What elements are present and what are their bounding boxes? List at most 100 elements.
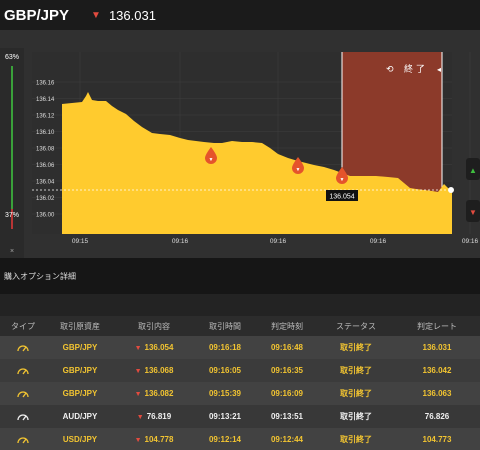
- y-tick-label: 136.12: [36, 114, 55, 120]
- svg-text:▼: ▼: [340, 177, 345, 183]
- y-tick-label: 136.16: [36, 81, 55, 87]
- row-time: 09:16:18: [208, 343, 242, 352]
- x-axis: 09:15 09:16 09:16 09:16 09:16: [72, 238, 479, 245]
- low-ratio-bar: [11, 209, 13, 229]
- y-tick-label: 136.04: [36, 180, 55, 186]
- row-status: 取引終了: [340, 389, 372, 398]
- end-label: 終 了: [404, 63, 425, 75]
- table-row[interactable]: GBP/JPY ▼ 136.082 09:15:39 09:16:09 取引終了 …: [0, 382, 480, 405]
- x-tick-label: 09:16: [172, 238, 189, 245]
- down-arrow-icon: ▼: [134, 391, 142, 398]
- down-arrow-icon: ▼: [91, 9, 101, 21]
- y-tick-label: 136.00: [36, 213, 55, 219]
- row-asset: GBP/JPY: [62, 343, 98, 352]
- x-tick-label: 09:16: [270, 238, 287, 245]
- svg-text:▼: ▼: [296, 167, 301, 173]
- row-content: ▼ 136.068: [134, 366, 174, 375]
- down-arrow-icon: ▼: [134, 368, 142, 375]
- y-tick-label: 136.14: [36, 97, 55, 103]
- row-content: ▼ 136.054: [134, 343, 174, 352]
- gauge-icon: [0, 428, 46, 450]
- marker-pin-2: ▼: [292, 157, 304, 174]
- row-content: ▼ 76.819: [136, 412, 172, 421]
- current-price-label-box: [326, 190, 358, 201]
- table-spacer: [0, 294, 480, 316]
- currency-pair-title[interactable]: GBP/JPY: [4, 6, 70, 24]
- col-judge: 判定時刻: [256, 316, 318, 336]
- row-rate: 76.826: [424, 412, 450, 421]
- y-axis: 136.16 136.14 136.12 136.10 136.08 136.06 136.…: [36, 81, 55, 219]
- high-button[interactable]: [466, 158, 480, 180]
- header-bar: GBP/JPY ▼ 136.031: [0, 0, 480, 30]
- down-arrow-icon: ▼: [134, 345, 142, 352]
- section-title: 購入オプション詳細: [4, 271, 76, 281]
- current-price-dot: [448, 187, 454, 193]
- row-rate: 136.031: [422, 343, 452, 352]
- marker-pin-1: ▼: [205, 147, 217, 164]
- table-row[interactable]: USD/JPY ▼ 104.778 09:12:14 09:12:44 取引終了 …: [0, 428, 480, 450]
- table-row[interactable]: GBP/JPY ▼ 136.068 09:16:05 09:16:35 取引終了 …: [0, 359, 480, 382]
- collapse-arrow-icon[interactable]: ◂: [437, 65, 441, 74]
- gauge-icon: [0, 336, 46, 359]
- low-ratio: 37%: [4, 212, 19, 219]
- y-tick-label: 136.10: [36, 130, 55, 136]
- row-content: ▼ 104.778: [134, 435, 174, 444]
- current-price-label: 136.054: [329, 194, 354, 201]
- row-judge: 09:16:48: [270, 343, 304, 352]
- svg-text:▼: ▼: [209, 157, 214, 163]
- col-status: ステータス: [318, 316, 394, 336]
- row-time: 09:13:21: [208, 412, 242, 421]
- y-tick-label: 136.08: [36, 147, 55, 153]
- row-judge: 09:12:44: [270, 435, 304, 444]
- col-asset: 取引原資産: [46, 316, 114, 336]
- current-price: 136.031: [108, 7, 156, 23]
- gauge-icon: [0, 359, 46, 382]
- low-arrow-icon: ▼: [469, 208, 477, 217]
- row-asset: USD/JPY: [62, 435, 98, 444]
- down-arrow-icon: ▼: [134, 437, 142, 444]
- row-rate: 136.042: [422, 366, 452, 375]
- low-button[interactable]: [466, 200, 480, 222]
- section-header: 購入オプション詳細: [0, 258, 480, 294]
- high-ratio: 63%: [4, 54, 19, 61]
- x-tick-label: 09:16: [462, 238, 479, 245]
- row-judge: 09:16:35: [270, 366, 304, 375]
- price-chart: 136.16 136.14 136.12 136.10 136.08 136.06 136.…: [32, 52, 480, 245]
- row-judge: 09:13:51: [270, 412, 304, 421]
- history-table: タイプ 取引原資産 取引内容 取引時間 判定時刻 ステータス 判定レート GBP…: [0, 316, 480, 450]
- row-asset: AUD/JPY: [62, 412, 98, 421]
- col-time: 取引時間: [194, 316, 256, 336]
- close-icon[interactable]: ×: [9, 248, 15, 255]
- table-row[interactable]: GBP/JPY ▼ 136.054 09:16:18 09:16:48 取引終了 …: [0, 336, 480, 359]
- gauge-icon: [0, 405, 46, 428]
- row-status: 取引終了: [340, 412, 372, 421]
- row-asset: GBP/JPY: [62, 366, 98, 375]
- row-time: 09:15:39: [208, 389, 242, 398]
- buy-sell-ratio: 63% 37% ×: [0, 48, 24, 270]
- col-content: 取引内容: [114, 316, 194, 336]
- row-status: 取引終了: [340, 343, 372, 352]
- row-content: ▼ 136.082: [134, 389, 174, 398]
- clock-icon: ⟲: [386, 65, 394, 75]
- row-status: 取引終了: [340, 366, 372, 375]
- row-rate: 104.773: [422, 435, 452, 444]
- x-tick-label: 09:16: [370, 238, 387, 245]
- high-ratio-bar: [11, 66, 13, 209]
- row-rate: 136.063: [422, 389, 452, 398]
- row-status: 取引終了: [340, 435, 372, 444]
- col-rate: 判定レート: [394, 316, 480, 336]
- gauge-icon: [0, 382, 46, 405]
- down-arrow-icon: ▼: [136, 414, 144, 421]
- row-judge: 09:16:09: [270, 389, 304, 398]
- row-time: 09:16:05: [208, 366, 242, 375]
- row-asset: GBP/JPY: [62, 389, 98, 398]
- table-header-row: タイプ 取引原資産 取引内容 取引時間 判定時刻 ステータス 判定レート: [0, 316, 480, 336]
- marker-pin-3: ▼: [336, 167, 348, 184]
- y-tick-label: 136.06: [36, 163, 55, 169]
- y-tick-label: 136.02: [36, 196, 55, 202]
- high-arrow-icon: ▲: [469, 166, 477, 175]
- row-time: 09:12:14: [208, 435, 242, 444]
- table-row[interactable]: AUD/JPY ▼ 76.819 09:13:21 09:13:51 取引終了 7…: [0, 405, 480, 428]
- x-tick-label: 09:15: [72, 238, 89, 245]
